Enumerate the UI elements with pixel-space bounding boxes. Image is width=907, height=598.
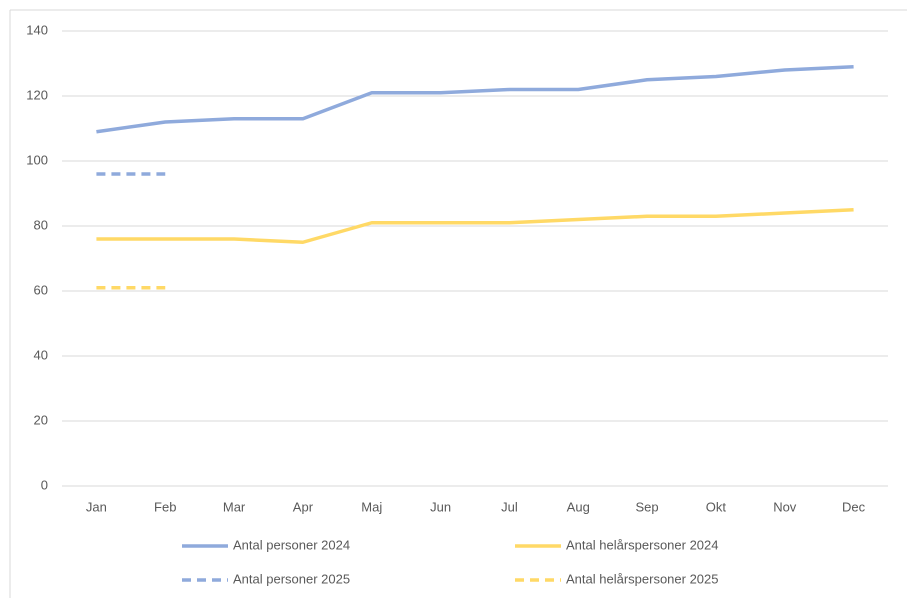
legend-label: Antal personer 2025 [233,571,350,586]
legend-label: Antal personer 2024 [233,537,350,552]
legend-label: Antal helårspersoner 2024 [566,537,719,552]
x-tick-label: Aug [567,499,590,514]
y-tick-label: 40 [34,347,48,362]
y-tick-label: 60 [34,282,48,297]
x-tick-label: Sep [636,499,659,514]
x-tick-label: Okt [706,499,727,514]
series-line [96,208,854,244]
x-tick-label: Feb [154,499,176,514]
y-tick-label: 0 [41,477,48,492]
y-tick-label: 100 [26,152,48,167]
x-tick-label: Nov [773,499,797,514]
series-line [96,65,854,134]
x-tick-label: Apr [293,499,314,514]
legend-label: Antal helårspersoner 2025 [566,571,719,586]
y-tick-label: 80 [34,217,48,232]
x-tick-label: Mar [223,499,246,514]
x-tick-label: Jan [86,499,107,514]
y-tick-label: 140 [26,22,48,37]
x-tick-label: Dec [842,499,866,514]
y-tick-label: 20 [34,412,48,427]
y-tick-label: 120 [26,87,48,102]
x-tick-label: Jul [501,499,518,514]
x-tick-label: Jun [430,499,451,514]
x-tick-label: Maj [361,499,382,514]
